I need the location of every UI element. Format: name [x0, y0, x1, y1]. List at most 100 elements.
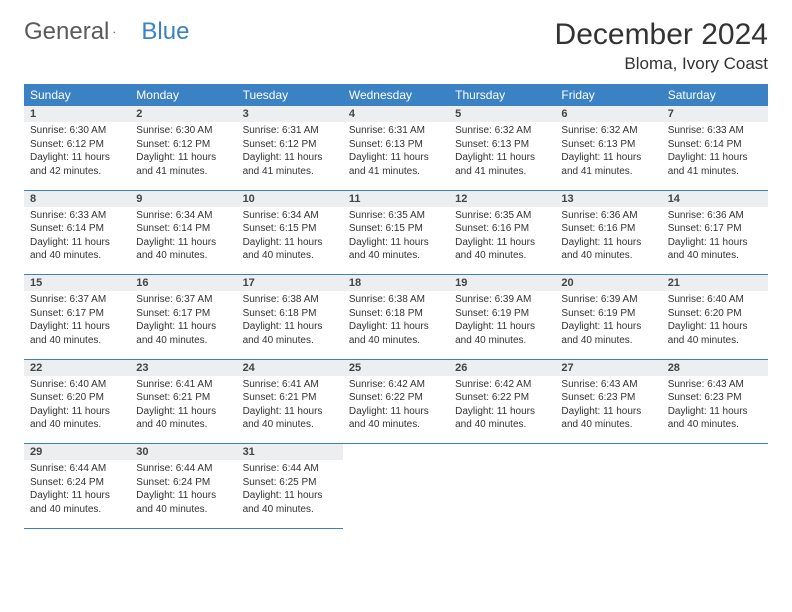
daylight-text: Daylight: 11 hours and 40 minutes.: [136, 236, 230, 263]
day-cell: Sunrise: 6:36 AMSunset: 6:17 PMDaylight:…: [662, 207, 768, 275]
sunset-text: Sunset: 6:16 PM: [455, 222, 549, 236]
sunrise-text: Sunrise: 6:41 AM: [136, 378, 230, 392]
sunset-text: Sunset: 6:15 PM: [349, 222, 443, 236]
sunset-text: Sunset: 6:13 PM: [455, 138, 549, 152]
day-cell: Sunrise: 6:41 AMSunset: 6:21 PMDaylight:…: [237, 376, 343, 444]
daylight-text: Daylight: 11 hours and 40 minutes.: [136, 405, 230, 432]
weekday-header: Monday: [130, 84, 236, 106]
empty-cell: [343, 444, 449, 461]
daylight-text: Daylight: 11 hours and 40 minutes.: [243, 405, 337, 432]
weekday-header: Wednesday: [343, 84, 449, 106]
daylight-text: Daylight: 11 hours and 41 minutes.: [561, 151, 655, 178]
page-title: December 2024: [555, 18, 768, 52]
sunrise-text: Sunrise: 6:39 AM: [561, 293, 655, 307]
sunrise-text: Sunrise: 6:44 AM: [243, 462, 337, 476]
day-cell: Sunrise: 6:44 AMSunset: 6:24 PMDaylight:…: [130, 460, 236, 528]
day-cell: Sunrise: 6:30 AMSunset: 6:12 PMDaylight:…: [130, 122, 236, 190]
day-cell: Sunrise: 6:37 AMSunset: 6:17 PMDaylight:…: [24, 291, 130, 359]
sunrise-text: Sunrise: 6:36 AM: [561, 209, 655, 223]
sunrise-text: Sunrise: 6:31 AM: [243, 124, 337, 138]
day-number: 15: [24, 275, 130, 292]
sunset-text: Sunset: 6:21 PM: [136, 391, 230, 405]
weekday-header: Friday: [555, 84, 661, 106]
day-cell: Sunrise: 6:42 AMSunset: 6:22 PMDaylight:…: [343, 376, 449, 444]
empty-cell: [449, 460, 555, 528]
day-number: 12: [449, 190, 555, 207]
location-label: Bloma, Ivory Coast: [555, 54, 768, 74]
empty-cell: [662, 444, 768, 461]
daylight-text: Daylight: 11 hours and 40 minutes.: [349, 405, 443, 432]
day-cell: Sunrise: 6:34 AMSunset: 6:15 PMDaylight:…: [237, 207, 343, 275]
sunset-text: Sunset: 6:23 PM: [561, 391, 655, 405]
sunrise-text: Sunrise: 6:35 AM: [455, 209, 549, 223]
daylight-text: Daylight: 11 hours and 40 minutes.: [668, 405, 762, 432]
day-number: 4: [343, 106, 449, 122]
sunrise-text: Sunrise: 6:35 AM: [349, 209, 443, 223]
empty-cell: [662, 460, 768, 528]
daylight-text: Daylight: 11 hours and 40 minutes.: [30, 489, 124, 516]
sunrise-text: Sunrise: 6:33 AM: [668, 124, 762, 138]
weekday-header: Saturday: [662, 84, 768, 106]
sunrise-text: Sunrise: 6:39 AM: [455, 293, 549, 307]
day-number: 31: [237, 444, 343, 461]
logo-text-blue: Blue: [141, 18, 189, 46]
day-number: 5: [449, 106, 555, 122]
day-cell: Sunrise: 6:32 AMSunset: 6:13 PMDaylight:…: [449, 122, 555, 190]
empty-cell: [555, 444, 661, 461]
sunrise-text: Sunrise: 6:36 AM: [668, 209, 762, 223]
title-block: December 2024 Bloma, Ivory Coast: [555, 18, 768, 74]
sunrise-text: Sunrise: 6:30 AM: [30, 124, 124, 138]
sunset-text: Sunset: 6:22 PM: [349, 391, 443, 405]
sunset-text: Sunset: 6:14 PM: [136, 222, 230, 236]
day-cell: Sunrise: 6:44 AMSunset: 6:24 PMDaylight:…: [24, 460, 130, 528]
day-data-row: Sunrise: 6:37 AMSunset: 6:17 PMDaylight:…: [24, 291, 768, 359]
sunrise-text: Sunrise: 6:31 AM: [349, 124, 443, 138]
sunset-text: Sunset: 6:23 PM: [668, 391, 762, 405]
day-number: 22: [24, 359, 130, 376]
day-number: 17: [237, 275, 343, 292]
day-number: 1: [24, 106, 130, 122]
sunrise-text: Sunrise: 6:30 AM: [136, 124, 230, 138]
daylight-text: Daylight: 11 hours and 40 minutes.: [349, 320, 443, 347]
sunrise-text: Sunrise: 6:42 AM: [455, 378, 549, 392]
sunrise-text: Sunrise: 6:37 AM: [136, 293, 230, 307]
day-data-row: Sunrise: 6:44 AMSunset: 6:24 PMDaylight:…: [24, 460, 768, 528]
daylight-text: Daylight: 11 hours and 40 minutes.: [136, 320, 230, 347]
sunset-text: Sunset: 6:13 PM: [349, 138, 443, 152]
day-cell: Sunrise: 6:43 AMSunset: 6:23 PMDaylight:…: [555, 376, 661, 444]
calendar-table: SundayMondayTuesdayWednesdayThursdayFrid…: [24, 84, 768, 529]
weekday-header: Tuesday: [237, 84, 343, 106]
daylight-text: Daylight: 11 hours and 40 minutes.: [243, 489, 337, 516]
day-cell: Sunrise: 6:43 AMSunset: 6:23 PMDaylight:…: [662, 376, 768, 444]
sunrise-text: Sunrise: 6:38 AM: [349, 293, 443, 307]
daylight-text: Daylight: 11 hours and 40 minutes.: [561, 320, 655, 347]
header: General Blue December 2024 Bloma, Ivory …: [24, 18, 768, 74]
weekday-header: Sunday: [24, 84, 130, 106]
sunrise-text: Sunrise: 6:40 AM: [668, 293, 762, 307]
daylight-text: Daylight: 11 hours and 41 minutes.: [349, 151, 443, 178]
sail-icon: [113, 22, 116, 42]
day-cell: Sunrise: 6:33 AMSunset: 6:14 PMDaylight:…: [662, 122, 768, 190]
day-cell: Sunrise: 6:31 AMSunset: 6:13 PMDaylight:…: [343, 122, 449, 190]
day-number: 8: [24, 190, 130, 207]
day-number-row: 22232425262728: [24, 359, 768, 376]
day-number: 19: [449, 275, 555, 292]
sunrise-text: Sunrise: 6:32 AM: [455, 124, 549, 138]
daylight-text: Daylight: 11 hours and 40 minutes.: [243, 320, 337, 347]
logo-text-general: General: [24, 18, 109, 46]
day-cell: Sunrise: 6:41 AMSunset: 6:21 PMDaylight:…: [130, 376, 236, 444]
day-cell: Sunrise: 6:33 AMSunset: 6:14 PMDaylight:…: [24, 207, 130, 275]
day-data-row: Sunrise: 6:40 AMSunset: 6:20 PMDaylight:…: [24, 376, 768, 444]
sunset-text: Sunset: 6:20 PM: [30, 391, 124, 405]
day-number-row: 1234567: [24, 106, 768, 122]
sunset-text: Sunset: 6:14 PM: [30, 222, 124, 236]
day-number: 3: [237, 106, 343, 122]
sunrise-text: Sunrise: 6:41 AM: [243, 378, 337, 392]
sunrise-text: Sunrise: 6:42 AM: [349, 378, 443, 392]
daylight-text: Daylight: 11 hours and 41 minutes.: [243, 151, 337, 178]
day-cell: Sunrise: 6:35 AMSunset: 6:16 PMDaylight:…: [449, 207, 555, 275]
sunset-text: Sunset: 6:16 PM: [561, 222, 655, 236]
daylight-text: Daylight: 11 hours and 41 minutes.: [668, 151, 762, 178]
sunset-text: Sunset: 6:24 PM: [30, 476, 124, 490]
sunset-text: Sunset: 6:15 PM: [243, 222, 337, 236]
